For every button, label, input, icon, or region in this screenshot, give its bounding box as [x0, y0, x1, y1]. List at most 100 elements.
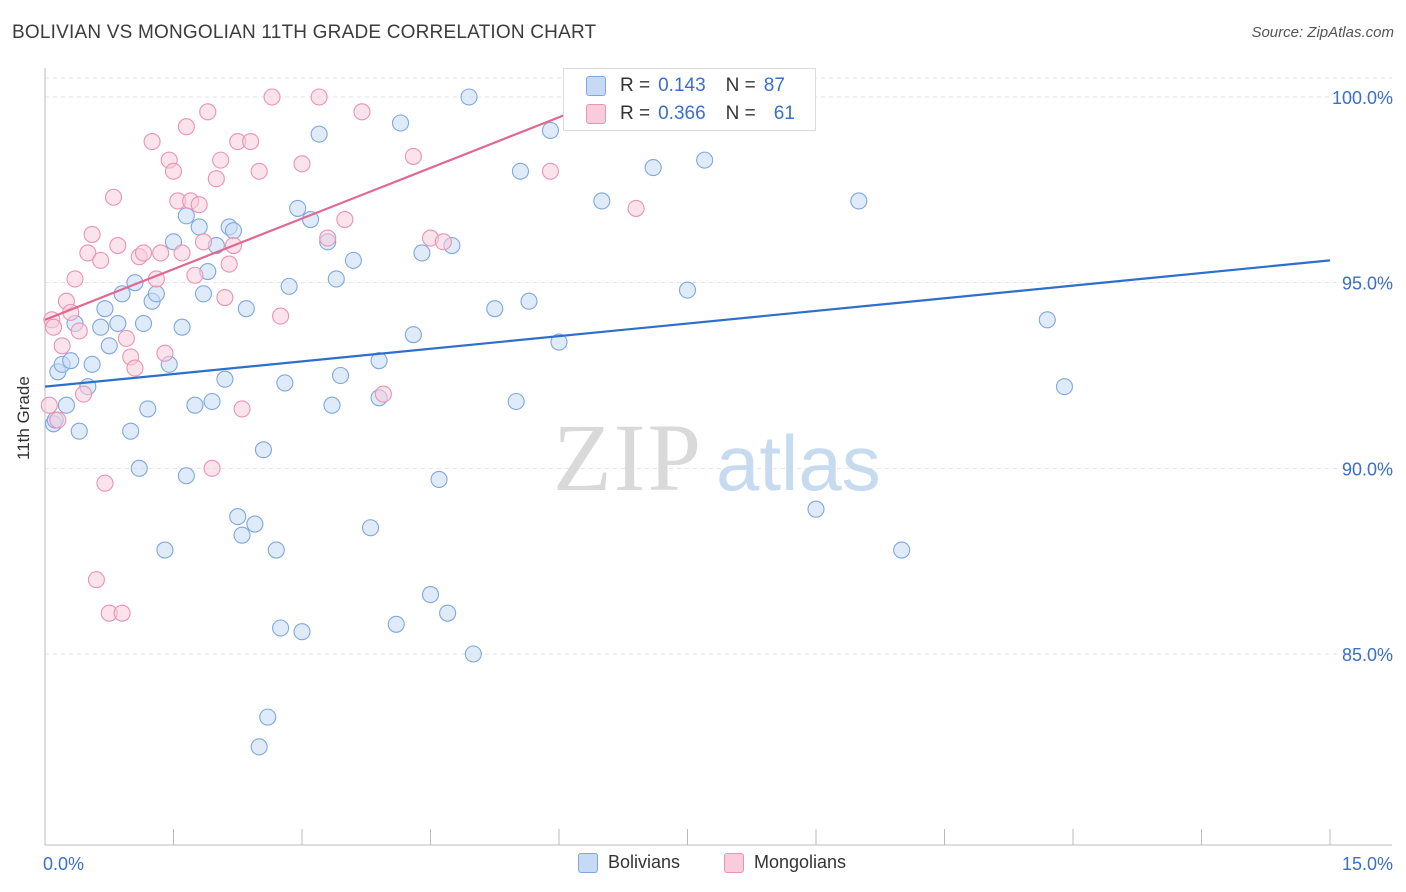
- data-point-bolivians: [194, 285, 213, 303]
- data-point-bolivians: [70, 422, 88, 440]
- data-point-mongolians: [310, 88, 328, 106]
- data-point-bolivians: [250, 738, 268, 756]
- data-point-bolivians: [421, 586, 440, 604]
- data-point-mongolians: [75, 385, 93, 403]
- r-label: R =: [620, 103, 651, 124]
- data-point-mongolians: [212, 151, 230, 169]
- data-point-mongolians: [272, 307, 290, 325]
- data-point-bolivians: [391, 114, 410, 132]
- y-tick-label: 90.0%: [1342, 459, 1393, 479]
- data-point-mongolians: [207, 170, 225, 188]
- data-point-bolivians: [177, 467, 195, 485]
- watermark-atlas: atlas: [716, 419, 881, 507]
- data-point-bolivians: [310, 125, 328, 143]
- bottom-legend: Bolivians Mongolians: [0, 852, 1406, 878]
- data-point-bolivians: [57, 396, 75, 414]
- data-point-bolivians: [361, 519, 380, 537]
- data-point-bolivians: [216, 370, 234, 388]
- data-point-bolivians: [370, 352, 388, 370]
- data-point-bolivians: [439, 604, 457, 622]
- n-label: N =: [725, 103, 756, 124]
- data-point-mongolians: [126, 359, 144, 377]
- data-point-mongolians: [220, 255, 238, 273]
- data-point-bolivians: [1038, 311, 1056, 329]
- data-point-mongolians: [177, 118, 195, 136]
- data-point-mongolians: [134, 244, 153, 262]
- data-point-bolivians: [331, 366, 350, 385]
- data-point-bolivians: [224, 222, 243, 240]
- n-value-mongolians: 61: [773, 103, 795, 124]
- data-point-bolivians: [511, 162, 530, 180]
- data-point-mongolians: [45, 318, 63, 336]
- data-point-bolivians: [464, 645, 482, 663]
- data-point-mongolians: [104, 188, 123, 206]
- legend-swatch-bolivians: [578, 852, 598, 873]
- data-point-bolivians: [177, 207, 195, 225]
- data-point-bolivians: [520, 292, 538, 310]
- legend-label-bolivians: Bolivians: [608, 852, 681, 872]
- data-point-bolivians: [246, 515, 264, 533]
- data-point-bolivians: [254, 441, 273, 459]
- data-point-bolivians: [593, 192, 611, 210]
- data-point-bolivians: [122, 422, 140, 440]
- data-point-mongolians: [164, 162, 183, 180]
- data-point-bolivians: [259, 708, 277, 726]
- data-point-mongolians: [541, 162, 559, 180]
- data-point-mongolians: [117, 329, 135, 347]
- data-point-mongolians: [293, 155, 311, 173]
- data-point-bolivians: [327, 270, 345, 288]
- legend-item-mongolians[interactable]: Mongolians: [724, 852, 846, 873]
- data-point-mongolians: [83, 225, 101, 243]
- data-point-mongolians: [109, 236, 127, 255]
- data-point-bolivians: [233, 526, 251, 544]
- legend-swatch-bolivians: [586, 76, 606, 96]
- data-point-bolivians: [550, 333, 568, 351]
- data-point-mongolians: [194, 233, 213, 251]
- x-tick-label: 15.0%: [1342, 854, 1393, 874]
- data-point-mongolians: [319, 229, 337, 247]
- data-point-bolivians: [276, 374, 294, 392]
- data-point-mongolians: [250, 162, 268, 180]
- data-point-bolivians: [486, 300, 504, 318]
- data-point-mongolians: [40, 396, 58, 414]
- data-point-bolivians: [430, 470, 448, 489]
- data-point-bolivians: [147, 285, 165, 303]
- data-point-bolivians: [267, 541, 285, 559]
- data-point-bolivians: [229, 508, 247, 526]
- stats-row-mongolians: R = 0.366 N = 61: [586, 101, 795, 127]
- data-point-mongolians: [190, 196, 208, 214]
- data-point-bolivians: [134, 314, 153, 333]
- y-axis-label: 11th Grade: [14, 376, 33, 460]
- data-point-mongolians: [49, 411, 67, 429]
- legend-swatch-mongolians: [586, 104, 606, 124]
- data-point-mongolians: [203, 459, 221, 477]
- data-point-bolivians: [404, 326, 422, 344]
- data-point-mongolians: [233, 400, 251, 418]
- data-point-bolivians: [850, 192, 868, 210]
- trend-layer: [44, 95, 1331, 388]
- legend-item-bolivians[interactable]: Bolivians: [578, 852, 680, 873]
- n-label: N =: [725, 75, 756, 96]
- data-point-bolivians: [139, 400, 157, 418]
- data-point-mongolians: [53, 337, 71, 355]
- y-tick-label: 95.0%: [1342, 274, 1393, 294]
- data-point-mongolians: [404, 147, 422, 165]
- y-tick-label: 100.0%: [1332, 88, 1393, 108]
- data-point-mongolians: [79, 244, 97, 262]
- data-point-bolivians: [302, 210, 320, 229]
- data-point-bolivians: [387, 615, 405, 633]
- data-point-mongolians: [186, 266, 204, 284]
- watermark-zip: ZIP: [553, 404, 703, 511]
- data-point-bolivians: [1055, 378, 1073, 396]
- axis-layer: [44, 68, 1392, 846]
- data-point-bolivians: [323, 396, 341, 414]
- n-value-bolivians: 87: [763, 75, 785, 96]
- data-point-bolivians: [203, 392, 221, 411]
- stats-legend: R = 0.143 N = 87 R = 0.366 N = 61: [563, 68, 816, 131]
- y-tick-label: 85.0%: [1342, 645, 1393, 665]
- data-point-bolivians: [644, 159, 662, 177]
- data-point-mongolians: [70, 322, 88, 340]
- data-point-bolivians: [130, 459, 148, 477]
- data-point-mongolians: [173, 244, 191, 262]
